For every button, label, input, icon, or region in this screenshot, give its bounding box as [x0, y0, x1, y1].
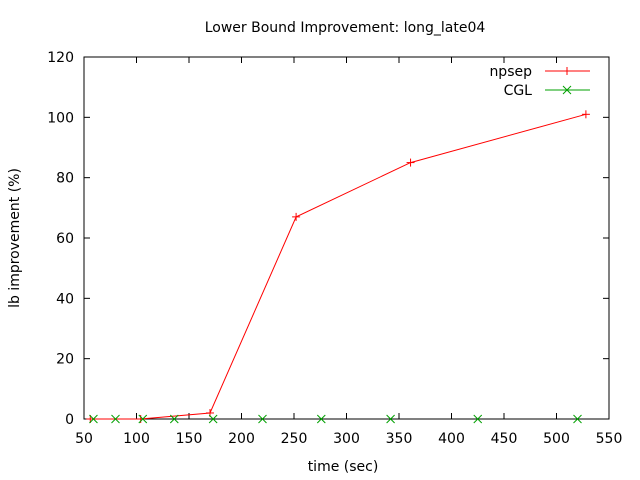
x-tick-label: 200	[228, 431, 255, 447]
x-tick-label: 450	[491, 431, 518, 447]
data-point	[473, 414, 483, 424]
legend-label: npsep	[489, 64, 532, 80]
x-tick-label: 350	[386, 431, 413, 447]
series-npsep	[86, 110, 590, 423]
y-tick-label: 60	[56, 231, 74, 247]
legend-label: CGL	[504, 83, 533, 99]
data-point	[573, 414, 582, 424]
x-tick-label: 300	[333, 431, 360, 447]
legend: npsep CGL	[489, 64, 590, 99]
x-tick-label: 50	[75, 431, 93, 447]
legend-marker	[563, 67, 571, 75]
y-tick-label: 0	[65, 412, 74, 428]
y-tick-label: 120	[47, 50, 74, 66]
data-point	[292, 212, 301, 221]
y-tick-label: 40	[56, 291, 74, 307]
data-point	[406, 158, 415, 167]
x-tick-label: 250	[281, 431, 308, 447]
y-axis: 0 20 40 60 80 100 120	[47, 50, 609, 428]
x-tick-label: 150	[176, 431, 203, 447]
chart-title: Lower Bound Improvement: long_late04	[205, 20, 486, 36]
y-tick-label: 80	[56, 171, 74, 187]
series-line	[90, 113, 587, 420]
data-point	[386, 414, 395, 424]
x-tick-label: 500	[543, 431, 570, 447]
data-point	[111, 414, 120, 424]
plot-frame	[83, 56, 610, 420]
legend-item-cgl: CGL	[504, 83, 590, 99]
data-point	[581, 110, 590, 119]
x-axis: 50 100 150 200 250 300 350 400 450 500 550	[75, 57, 622, 447]
legend-item-npsep: npsep	[489, 64, 590, 80]
series-cgl	[89, 414, 582, 424]
legend-marker	[562, 85, 572, 95]
x-tick-label: 550	[596, 431, 623, 447]
x-tick-label: 100	[123, 431, 150, 447]
x-axis-label: time (sec)	[308, 459, 379, 475]
y-tick-label: 20	[56, 352, 74, 368]
data-point	[138, 414, 148, 424]
data-point	[316, 414, 326, 424]
data-point	[258, 414, 267, 424]
series-layer	[86, 110, 590, 424]
y-tick-label: 100	[47, 110, 74, 126]
x-tick-label: 400	[438, 431, 465, 447]
data-point	[169, 414, 179, 424]
y-axis-label: lb improvement (%)	[7, 168, 23, 308]
data-point	[208, 414, 218, 424]
data-point	[89, 414, 98, 424]
